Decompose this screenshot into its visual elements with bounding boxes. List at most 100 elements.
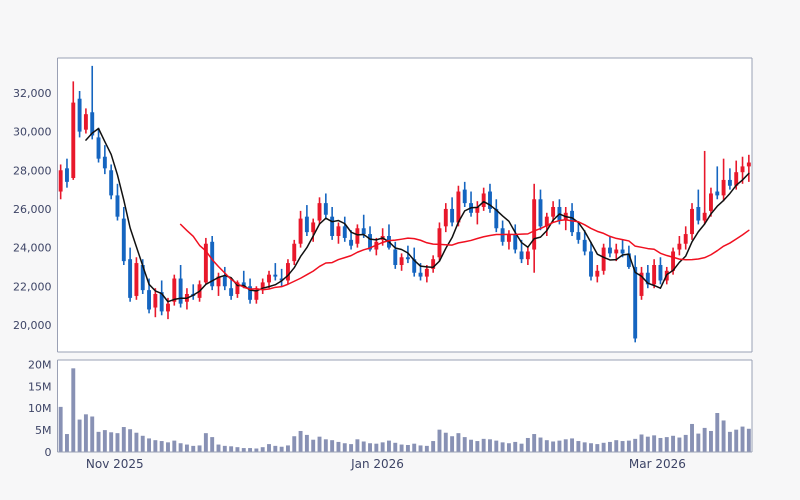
- volume-bar: [506, 443, 511, 452]
- volume-bar: [128, 429, 133, 452]
- volume-bar: [285, 445, 290, 452]
- candle-body: [323, 203, 328, 215]
- volume-bar: [65, 434, 69, 452]
- candle-body: [285, 263, 290, 281]
- volume-bar: [525, 437, 530, 452]
- candle-body: [109, 170, 114, 196]
- volume-bar: [172, 440, 177, 452]
- candle-body: [544, 216, 549, 227]
- volume-bar: [147, 438, 151, 452]
- candle-body: [355, 228, 360, 244]
- candle-body: [418, 272, 423, 277]
- price-ytick-label: 28,000: [13, 164, 52, 177]
- candle-body: [481, 193, 486, 207]
- candle-body: [671, 251, 676, 271]
- volume-bar: [292, 436, 297, 452]
- candle-body: [260, 282, 265, 289]
- volume-bar: [235, 447, 240, 452]
- candle-body: [551, 207, 556, 217]
- volume-bar: [488, 439, 492, 452]
- candle-body: [456, 191, 461, 223]
- volume-bar: [184, 444, 189, 452]
- candle-body: [740, 166, 745, 173]
- candle-body: [330, 216, 335, 236]
- volume-bar: [311, 439, 316, 452]
- xtick-label: Jan 2026: [350, 457, 404, 471]
- candle-body: [645, 272, 650, 285]
- candle-body: [494, 208, 499, 229]
- volume-ytick-label: 10M: [28, 402, 52, 415]
- candle-body: [475, 207, 480, 213]
- candle-body: [683, 234, 688, 244]
- volume-bar: [361, 441, 366, 452]
- volume-bar: [639, 434, 644, 452]
- candle-body: [241, 282, 246, 287]
- volume-ytick-label: 20M: [28, 358, 52, 371]
- volume-bar: [557, 440, 562, 452]
- volume-bar: [690, 423, 694, 452]
- candle-body: [203, 243, 208, 283]
- candle-body: [140, 265, 145, 291]
- volume-bar: [715, 413, 720, 452]
- candle-body: [607, 247, 612, 254]
- volume-bar: [412, 443, 417, 452]
- volume-bar: [424, 445, 429, 452]
- volume-bar: [671, 435, 676, 452]
- volume-bar: [709, 430, 713, 452]
- candle-body: [538, 199, 543, 227]
- volume-panel-background: [57, 360, 752, 452]
- moving-average-short-line: [85, 127, 750, 303]
- candle-body: [65, 168, 69, 182]
- candle-body: [159, 292, 164, 312]
- candle-body: [424, 268, 429, 277]
- volume-bar: [96, 431, 101, 452]
- candle-body: [147, 290, 151, 310]
- candle-body: [405, 257, 410, 260]
- xtick-label: Mar 2026: [629, 457, 686, 471]
- candle-body: [462, 189, 467, 204]
- volume-bar: [336, 441, 341, 452]
- volume-bar: [254, 448, 259, 452]
- candle-body: [90, 112, 95, 136]
- candle-body: [71, 102, 76, 178]
- volume-bar: [77, 419, 82, 452]
- candle-body: [248, 286, 253, 300]
- volume-bar: [607, 441, 612, 452]
- volume-bar: [273, 445, 278, 452]
- volume-bar: [102, 430, 107, 452]
- volume-bar: [456, 433, 461, 452]
- candle-body: [336, 226, 341, 236]
- candle-body: [589, 251, 593, 277]
- candle-body: [368, 234, 372, 250]
- candle-body: [633, 266, 638, 339]
- volume-bar: [652, 435, 657, 452]
- candle-body: [709, 193, 713, 211]
- volume-bar: [298, 430, 303, 452]
- volume-bar: [589, 443, 593, 452]
- xtick-label: Nov 2025: [86, 457, 144, 471]
- candle-body: [342, 226, 347, 238]
- volume-bar: [481, 438, 486, 452]
- volume-bar: [437, 429, 442, 452]
- volume-bar: [159, 441, 164, 452]
- candle-body: [601, 247, 606, 271]
- candle-body: [121, 218, 126, 262]
- candle-body: [620, 249, 625, 254]
- candle-body: [393, 249, 398, 265]
- volume-bar: [702, 427, 707, 452]
- volume-bar: [734, 429, 739, 452]
- volume-bar: [740, 426, 745, 452]
- volume-bar: [90, 416, 95, 452]
- volume-ytick-label: 0: [45, 446, 52, 459]
- volume-bar: [349, 444, 354, 452]
- volume-bar: [248, 448, 253, 452]
- candle-body: [658, 265, 663, 281]
- candle-body: [715, 191, 720, 196]
- volume-bar: [83, 414, 88, 452]
- candle-body: [58, 170, 63, 192]
- volume-ytick-label: 5M: [35, 424, 52, 437]
- volume-bar: [576, 441, 581, 452]
- volume-bar: [330, 440, 335, 452]
- candle-body: [153, 294, 158, 308]
